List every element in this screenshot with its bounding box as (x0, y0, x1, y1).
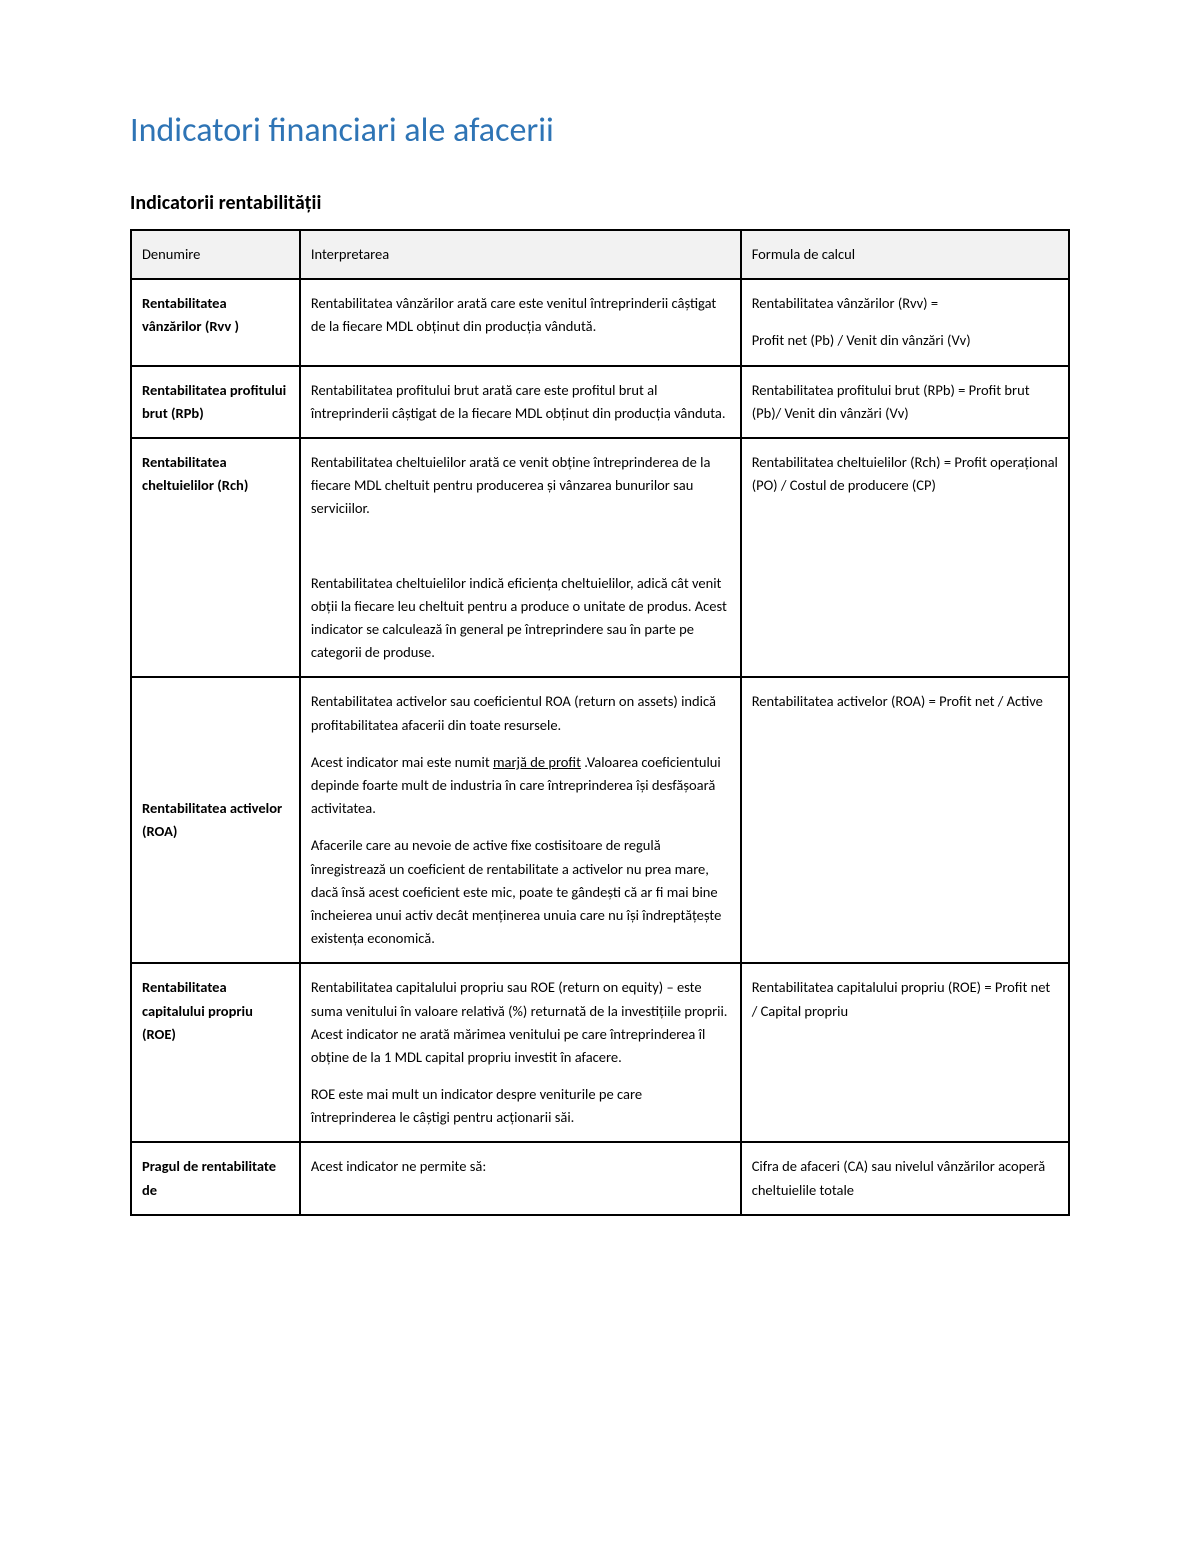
cell-formula: Rentabilitatea activelor (ROA) = Profit … (741, 677, 1069, 963)
cell-interpretation: Rentabilitatea profitului brut arată car… (300, 366, 741, 438)
cell-interpretation: Acest indicator ne permite să: (300, 1142, 741, 1214)
cell-interpretation: Rentabilitatea activelor sau coeficientu… (300, 677, 741, 963)
table-row: Rentabilitatea capitalului propriu (ROE)… (131, 963, 1069, 1142)
section-heading: Indicatorii rentabilității (130, 191, 1070, 215)
document-page: Indicatori financiari ale afacerii Indic… (0, 0, 1200, 1553)
cell-formula: Rentabilitatea profitului brut (RPb) = P… (741, 366, 1069, 438)
cell-name: Rentabilitatea capitalului propriu (ROE) (131, 963, 300, 1142)
cell-name: Rentabilitatea activelor (ROA) (131, 677, 300, 963)
cell-formula: Rentabilitatea cheltuielilor (Rch) = Pro… (741, 438, 1069, 678)
cell-name: Rentabilitatea vânzărilor (Rvv ) (131, 279, 300, 365)
cell-name: Rentabilitatea cheltuielilor (Rch) (131, 438, 300, 678)
indicators-table: Denumire Interpretarea Formula de calcul… (130, 229, 1070, 1216)
table-body: Rentabilitatea vânzărilor (Rvv )Rentabil… (131, 279, 1069, 1215)
table-row: Pragul de rentabilitate deAcest indicato… (131, 1142, 1069, 1214)
col-header-formula: Formula de calcul (741, 230, 1069, 279)
cell-interpretation: Rentabilitatea vânzărilor arată care est… (300, 279, 741, 365)
cell-name: Pragul de rentabilitate de (131, 1142, 300, 1214)
page-title: Indicatori financiari ale afacerii (130, 110, 1070, 151)
cell-formula: Rentabilitatea capitalului propriu (ROE)… (741, 963, 1069, 1142)
col-header-interp: Interpretarea (300, 230, 741, 279)
cell-interpretation: Rentabilitatea capitalului propriu sau R… (300, 963, 741, 1142)
cell-interpretation: Rentabilitatea cheltuielilor arată ce ve… (300, 438, 741, 678)
col-header-name: Denumire (131, 230, 300, 279)
table-header-row: Denumire Interpretarea Formula de calcul (131, 230, 1069, 279)
cell-formula: Rentabilitatea vânzărilor (Rvv) =Profit … (741, 279, 1069, 365)
table-row: Rentabilitatea profitului brut (RPb)Rent… (131, 366, 1069, 438)
cell-formula: Cifra de afaceri (CA) sau nivelul vânzăr… (741, 1142, 1069, 1214)
table-row: Rentabilitatea vânzărilor (Rvv )Rentabil… (131, 279, 1069, 365)
cell-name: Rentabilitatea profitului brut (RPb) (131, 366, 300, 438)
table-row: Rentabilitatea cheltuielilor (Rch)Rentab… (131, 438, 1069, 678)
table-row: Rentabilitatea activelor (ROA)Rentabilit… (131, 677, 1069, 963)
